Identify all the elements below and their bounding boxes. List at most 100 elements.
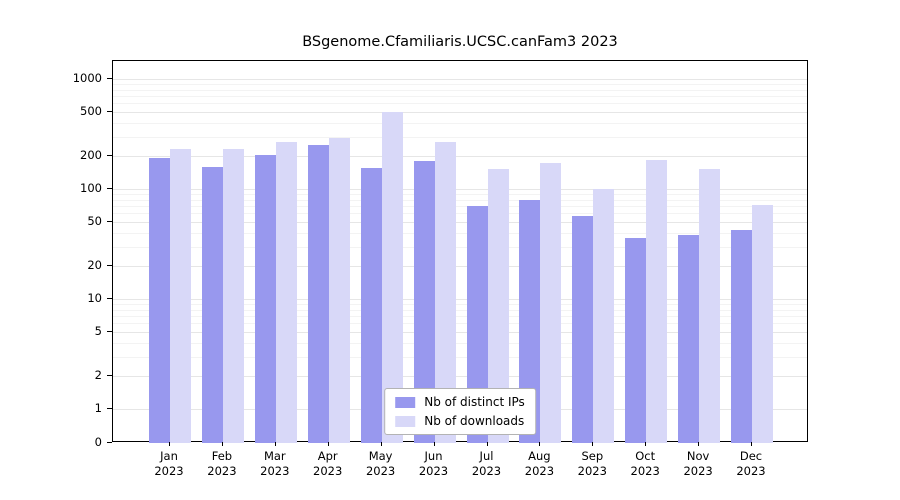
y-tick-mark xyxy=(107,78,112,79)
y-tick-mark xyxy=(107,374,112,376)
gridline xyxy=(113,316,807,317)
x-tick-label: Jul 2023 xyxy=(471,449,502,478)
gridline xyxy=(113,222,807,224)
bar-downloads-mar xyxy=(275,141,297,443)
x-tick-label: Dec 2023 xyxy=(736,449,766,478)
y-tick-label: 200 xyxy=(80,147,102,162)
bar-downloads-aug xyxy=(540,163,562,443)
bar-distinct-ips-jan xyxy=(149,158,170,443)
gridline xyxy=(113,299,807,300)
gridline xyxy=(113,375,807,377)
x-tick-label: May 2023 xyxy=(365,449,396,478)
bar-distinct-ips-mar xyxy=(254,154,276,443)
gridline xyxy=(113,194,807,195)
bar-distinct-ips-oct xyxy=(625,237,647,443)
bar-downloads-apr xyxy=(328,138,350,443)
y-tick-label: 2 xyxy=(94,367,102,382)
x-tick-mark xyxy=(274,442,276,446)
y-tick-mark xyxy=(107,408,112,409)
bar-distinct-ips-aug xyxy=(519,199,541,443)
bar-distinct-ips-dec xyxy=(731,230,752,443)
gridline xyxy=(113,309,807,311)
x-tick-mark xyxy=(751,442,752,446)
y-tick-label: 20 xyxy=(87,257,102,272)
bar-distinct-ips-may xyxy=(360,168,382,443)
bar-distinct-ips-jun xyxy=(413,160,435,443)
x-tick-mark xyxy=(327,442,329,446)
bar-downloads-nov xyxy=(699,169,721,443)
legend-label-distinct-ips: Nb of distinct IPs xyxy=(424,395,525,409)
bar-downloads-sep xyxy=(593,189,615,443)
x-tick-mark xyxy=(433,442,435,446)
y-tick-mark xyxy=(107,298,112,299)
gridline xyxy=(113,136,807,138)
x-tick-label: Sep 2023 xyxy=(577,449,607,478)
x-tick-label: Jun 2023 xyxy=(418,449,449,478)
legend: Nb of distinct IPs Nb of downloads xyxy=(384,388,536,435)
legend-swatch-distinct-ips xyxy=(395,396,416,408)
gridline xyxy=(113,342,807,344)
gridline xyxy=(113,206,807,207)
bar-downloads-jan xyxy=(170,149,191,443)
x-tick-label: Oct 2023 xyxy=(630,449,660,478)
y-tick-label: 0 xyxy=(94,435,102,449)
bar-distinct-ips-feb xyxy=(201,166,223,443)
x-tick-mark xyxy=(592,442,594,446)
gridline xyxy=(113,189,807,190)
x-tick-mark xyxy=(486,442,488,446)
gridline xyxy=(113,356,807,358)
gridline xyxy=(113,265,807,267)
x-tick-label: Aug 2023 xyxy=(524,449,555,478)
legend-item-downloads: Nb of downloads xyxy=(395,414,525,428)
chart-title: BSgenome.Cfamiliaris.UCSC.canFam3 2023 xyxy=(302,34,618,50)
y-tick-mark xyxy=(107,264,112,266)
bar-distinct-ips-nov xyxy=(678,235,700,443)
gridline xyxy=(113,96,807,97)
x-tick-mark xyxy=(380,442,382,446)
bar-distinct-ips-sep xyxy=(572,215,594,443)
bar-downloads-dec xyxy=(752,204,773,443)
gridline xyxy=(113,84,807,85)
bar-distinct-ips-apr xyxy=(307,145,329,443)
x-tick-mark xyxy=(539,442,541,446)
gridline xyxy=(113,103,807,105)
bar-downloads-may xyxy=(381,112,403,443)
y-tick-label: 10 xyxy=(87,291,102,305)
gridline xyxy=(113,199,807,201)
gridline xyxy=(113,232,807,234)
bar-downloads-jun xyxy=(434,142,456,443)
y-tick-mark xyxy=(107,442,112,443)
gridline xyxy=(113,213,807,215)
x-tick-label: Feb 2023 xyxy=(207,449,237,478)
y-tick-mark xyxy=(107,154,112,156)
y-tick-mark xyxy=(107,221,112,223)
gridline xyxy=(113,323,807,325)
bar-downloads-jul xyxy=(487,169,509,443)
gridline xyxy=(113,155,807,157)
x-tick-mark xyxy=(645,442,647,446)
x-tick-label: Apr 2023 xyxy=(313,449,343,478)
y-tick-label: 100 xyxy=(80,181,102,195)
gridline xyxy=(113,112,807,114)
x-tick-label: Mar 2023 xyxy=(260,449,290,478)
y-tick-mark xyxy=(107,111,112,113)
x-tick-mark xyxy=(698,442,700,446)
y-tick-label: 50 xyxy=(87,214,102,229)
y-tick-label: 5 xyxy=(94,324,102,339)
gridline xyxy=(113,304,807,305)
x-tick-mark xyxy=(221,442,223,446)
plot-area: Nb of distinct IPs Nb of downloads xyxy=(112,60,808,443)
x-tick-label: Nov 2023 xyxy=(683,449,713,478)
x-tick-label: Jan 2023 xyxy=(154,449,184,478)
bar-distinct-ips-jul xyxy=(466,206,488,443)
x-tick-mark xyxy=(169,442,170,446)
gridline xyxy=(113,246,807,248)
gridline xyxy=(113,89,807,91)
y-tick-label: 500 xyxy=(80,104,102,119)
bar-downloads-oct xyxy=(646,160,668,443)
bar-downloads-feb xyxy=(222,149,244,443)
legend-item-distinct-ips: Nb of distinct IPs xyxy=(395,395,525,409)
gridline xyxy=(113,122,807,124)
y-tick-label: 1000 xyxy=(72,71,102,85)
